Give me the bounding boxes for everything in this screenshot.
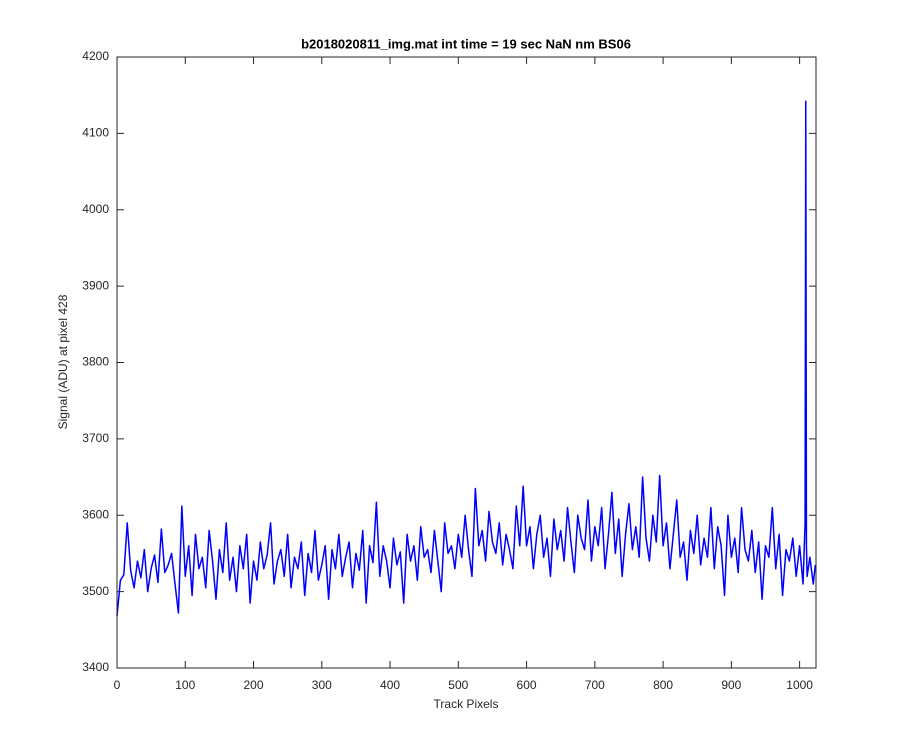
x-tick-label: 400 [380, 678, 400, 692]
x-tick-label: 100 [175, 678, 195, 692]
x-tick-label: 800 [653, 678, 673, 692]
x-tick-label: 700 [585, 678, 605, 692]
y-tick-label: 3400 [82, 660, 109, 674]
y-tick-label: 4100 [82, 126, 109, 140]
x-axis-label: Track Pixels [434, 697, 499, 711]
y-tick-label: 3800 [82, 355, 109, 369]
y-tick-label: 4200 [82, 49, 109, 63]
y-tick-label: 3500 [82, 584, 109, 598]
chart-title: b2018020811_img.mat int time = 19 sec Na… [301, 36, 631, 51]
x-tick-label: 600 [517, 678, 537, 692]
x-tick-label: 900 [721, 678, 741, 692]
x-tick-label: 0 [114, 678, 121, 692]
y-tick-label: 3700 [82, 431, 109, 445]
axes-box [116, 56, 817, 669]
x-tick-label: 1000 [786, 678, 813, 692]
x-tick-label: 500 [448, 678, 468, 692]
y-tick-label: 4000 [82, 202, 109, 216]
x-tick-label: 200 [244, 678, 264, 692]
plot-area [117, 57, 816, 668]
y-tick-label: 3900 [82, 278, 109, 292]
y-axis-label: Signal (ADU) at pixel 428 [56, 294, 70, 429]
y-tick-label: 3600 [82, 507, 109, 521]
x-tick-label: 300 [312, 678, 332, 692]
data-line [116, 100, 817, 617]
